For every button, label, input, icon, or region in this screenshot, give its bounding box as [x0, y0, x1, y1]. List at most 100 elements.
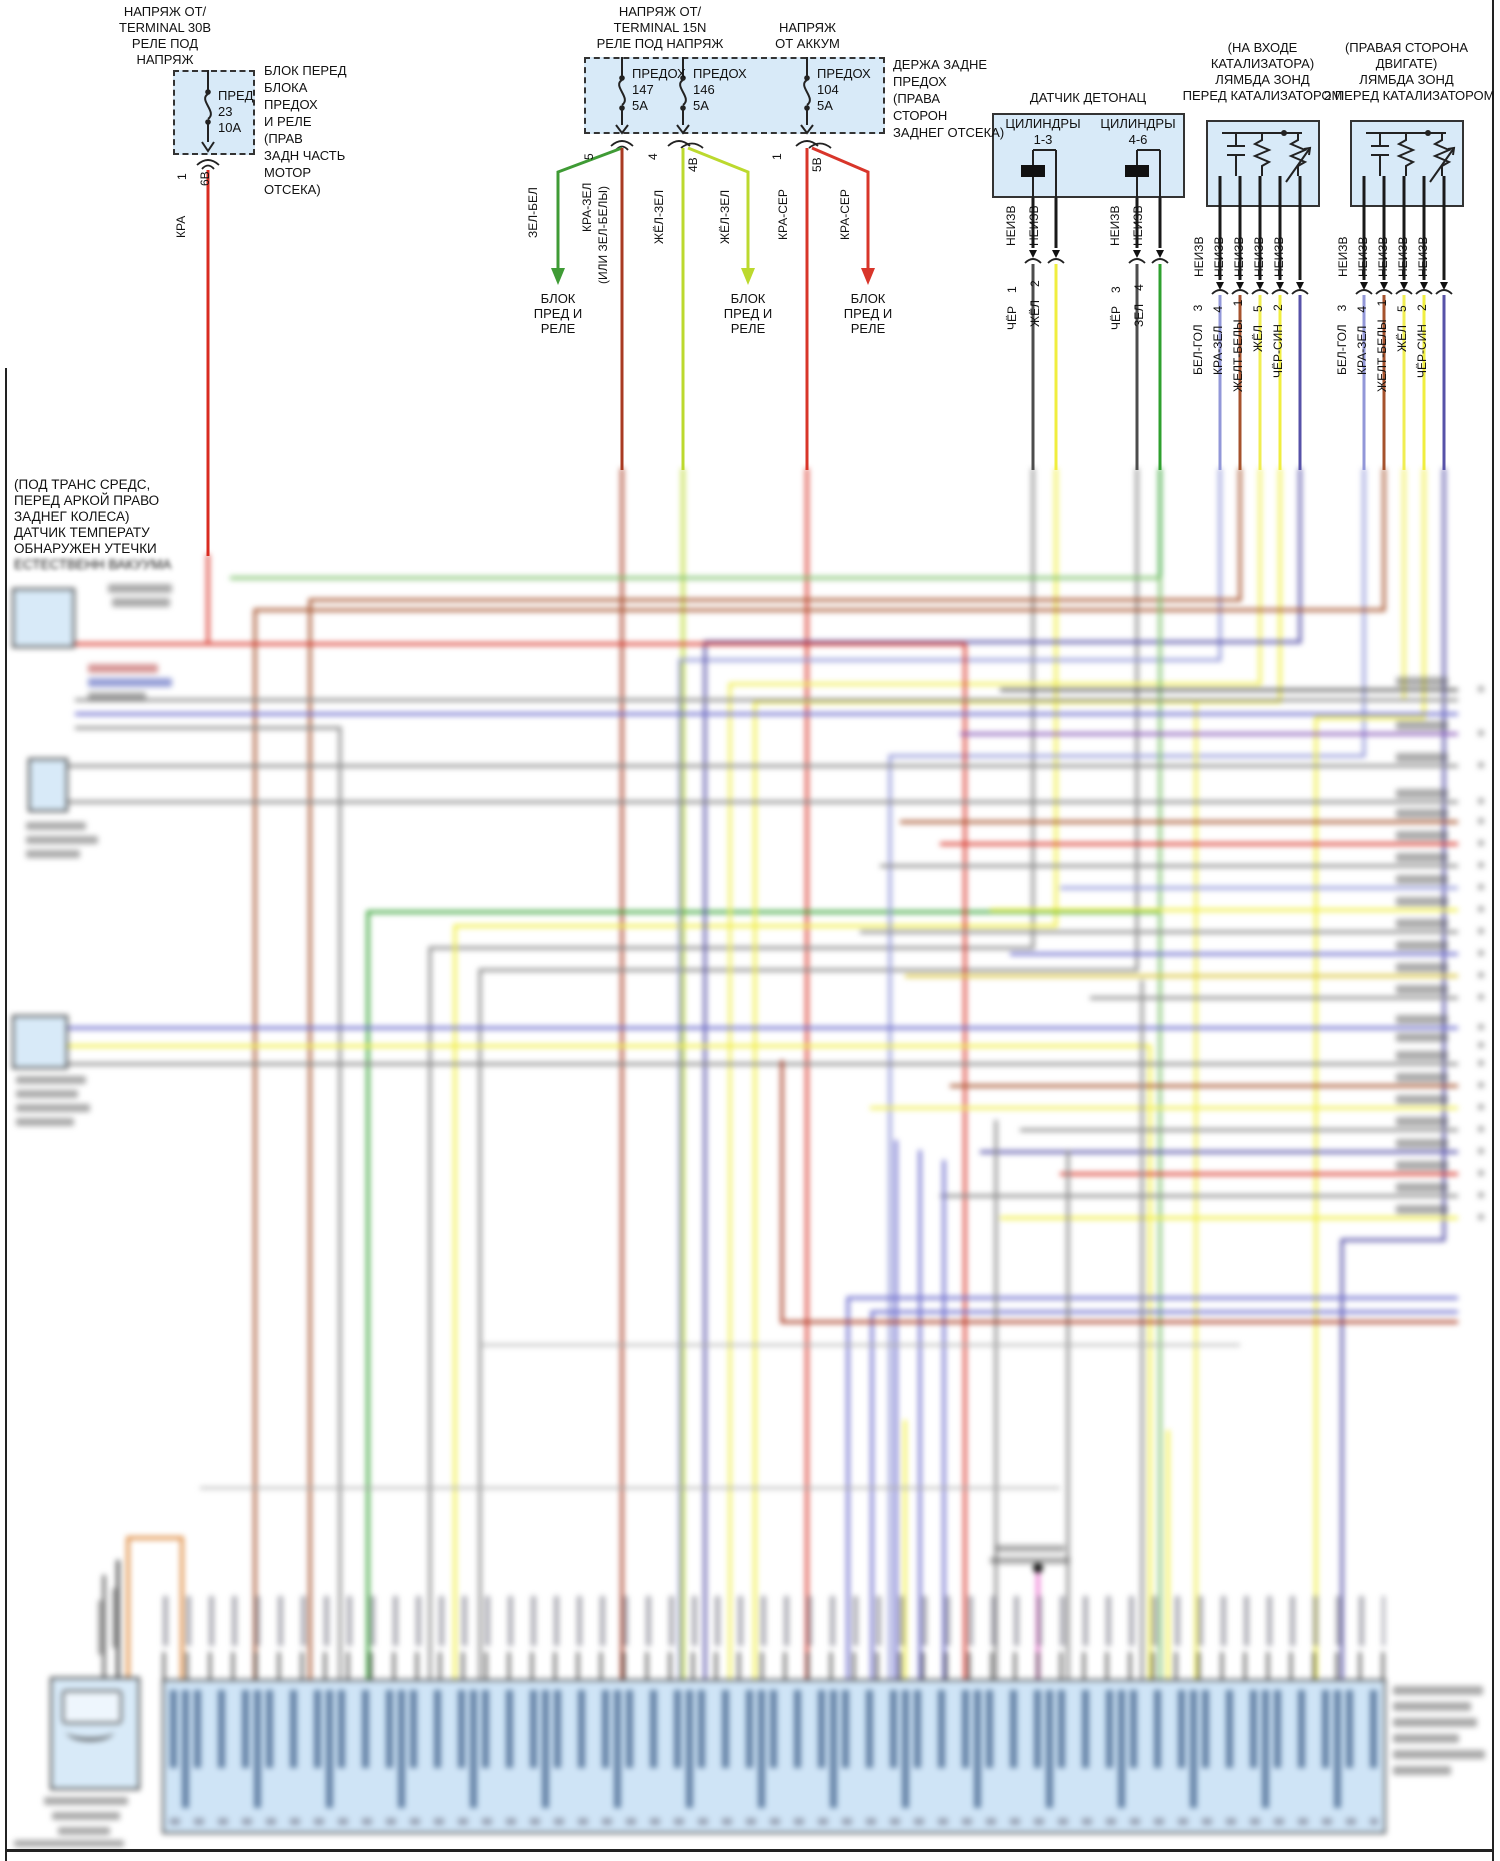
- connector-marks-fuse-holder: [610, 140, 832, 151]
- lambda2-leads: [1362, 176, 1446, 280]
- wire-label-kra: КРА: [174, 215, 188, 238]
- lambda2-pin3-label: БЕЛ-ГОЛ3: [1335, 304, 1349, 375]
- connector-pin-labels-tall: [182, 1690, 1390, 1808]
- page-border-left: [5, 368, 7, 1861]
- wire-label-zhel-zel-branch: ЖЁЛ-ЗЕЛ: [718, 189, 732, 244]
- dest-label-3: БЛОК ПРЕД И РЕЛЕ: [843, 291, 893, 336]
- wire-zel-bel: [556, 146, 623, 268]
- pin-4: 4: [646, 153, 660, 160]
- pin-5: 5: [582, 153, 596, 160]
- lambda2-connectors: [1355, 282, 1453, 295]
- pin-4v: 4В: [686, 157, 700, 172]
- knock-pin3-label: ЧЁР3: [1109, 286, 1123, 330]
- lambda1-connectors: [1211, 282, 1309, 295]
- title-terminal30: НАПРЯЖ ОТ/TERMINAL 30B РЕЛЕ ПОД НАПРЯЖ: [119, 4, 211, 67]
- fuse-holder-location-note: ДЕРЖА ЗАДНЕ ПРЕДОХ (ПРАВА СТОРОН ЗАДНЕГ ОТ…: [893, 57, 1005, 140]
- page-border-bottom: [5, 1849, 1494, 1852]
- knock-lead-label-3: НЕИЗВ: [1108, 205, 1122, 246]
- lambda1-lead-label-3: НЕИЗВ: [1232, 236, 1246, 277]
- fuse30-location-note: БЛОК ПЕРЕД БЛОКА ПРЕДОХ И РЕЛЕ (ПРАВ ЗАДН Ч…: [264, 63, 347, 197]
- lambda1-pin4-label: КРА-ЗЕЛ4: [1211, 305, 1225, 375]
- left-device-box-3: [12, 1015, 68, 1069]
- connector-wire-labels-row: [163, 1596, 1385, 1646]
- pin-5v: 5В: [810, 157, 824, 172]
- pin-1-fuse104: 1: [770, 153, 784, 160]
- lambda1-internal-symbols: [1222, 132, 1312, 183]
- lambda1-pin5-label: ЖЁЛ5: [1251, 305, 1265, 352]
- fuse-holder-rear: [584, 57, 885, 134]
- knock-group1-label: ЦИЛИНДРЫ 1-3: [1005, 116, 1081, 147]
- page-border-right: [1492, 0, 1494, 1861]
- dest-label-2: БЛОК ПРЕД И РЕЛЕ: [723, 291, 773, 336]
- fuse-symbol-147: [615, 57, 629, 135]
- wire-kra-ser-branch: [811, 146, 870, 268]
- knock-pin4-label: ЗЕЛ4: [1132, 284, 1146, 327]
- wiring-svg: [196, 57, 1456, 556]
- fuse-box-terminal30: [173, 70, 255, 155]
- wire-label-kra-ser-main: КРА-СЕР: [776, 189, 790, 240]
- lambda2-pin5-label: ЖЁЛ5: [1395, 305, 1409, 352]
- lambda2-lead-label-5: НЕИЗВ: [1416, 236, 1430, 277]
- lambda2-pin1-label: ЖЕЛТ-БЕЛЫ1: [1375, 299, 1389, 392]
- fuse146-label: ПРЕДОХ 146 5А: [693, 66, 747, 113]
- lambda1-lead-label-4: НЕИЗВ: [1252, 236, 1266, 277]
- connector-ticks-row: [163, 1652, 1385, 1680]
- fuse-symbol-23: [201, 70, 215, 153]
- arrow-zhel-zel: [741, 268, 755, 285]
- lambda2-pin4-label: КРА-ЗЕЛ4: [1355, 305, 1369, 375]
- wire-zhel-zel-branch: [687, 146, 750, 268]
- knock-sensor-symbol-2: [1136, 149, 1161, 198]
- wire-label-kra-zel: КРА-ЗЕЛ: [580, 182, 594, 232]
- knock-lead-label-4: НЕИЗВ: [1131, 205, 1145, 246]
- left-device-box-1: [12, 588, 75, 648]
- knock-lead-label-2: НЕИЗВ: [1027, 205, 1041, 246]
- connector-mark-fuse30: [196, 159, 220, 170]
- lambda2-lead-label-2: НЕИЗВ: [1356, 236, 1370, 277]
- lambda2-pin2-label: ЧЁР-СИН2: [1415, 304, 1429, 378]
- pin-code-6v: 6В: [198, 171, 212, 186]
- wire-label-zel-bel: ЗЕЛ-БЕЛ: [526, 187, 540, 238]
- fuse-symbol-146: [676, 57, 690, 135]
- lambda1-pin1-label: ЖЕЛТ-БЕЛЫ1: [1231, 299, 1245, 392]
- lambda2-title: (ПРАВАЯ СТОРОНА ДВИГАТЕ) ЛЯМБДА ЗОНД 2 ПЕР…: [1324, 40, 1495, 103]
- bottom-left-device-arc: [66, 1722, 114, 1741]
- lambda2-lead-label-4: НЕИЗВ: [1396, 236, 1410, 277]
- knock-connectors: [1024, 250, 1169, 264]
- lambda1-pin2-label: ЧЁР-СИН2: [1271, 304, 1285, 378]
- fuse-symbol-104: [800, 57, 814, 135]
- knock-sensor-symbol-1: [1032, 149, 1057, 198]
- fuse104-label: ПРЕДОХ 104 5А: [817, 66, 871, 113]
- arrow-zel-bel: [551, 268, 565, 285]
- knock-sensor-box: [992, 113, 1185, 198]
- lambda2-lead-label-1: НЕИЗВ: [1336, 236, 1350, 277]
- wire-label-zhel-zel-main: ЖЁЛ-ЗЕЛ: [652, 189, 666, 244]
- bottom-left-device-inner: [62, 1690, 122, 1724]
- lambda1-leads: [1218, 176, 1302, 280]
- knock-lead-label-1: НЕИЗВ: [1004, 205, 1018, 246]
- arrow-kra-ser: [861, 268, 875, 285]
- lambda1-pin3-label: БЕЛ-ГОЛ3: [1191, 304, 1205, 375]
- left-device-box-2: [28, 758, 68, 812]
- pin-1-fuse30: 1: [175, 173, 189, 180]
- title-terminal15n: НАПРЯЖ ОТ/TERMINAL 15N РЕЛЕ ПОД НАПРЯЖ: [596, 4, 724, 51]
- lambda1-lead-label-5: НЕИЗВ: [1272, 236, 1286, 277]
- lambda1-lead-label-1: НЕИЗВ: [1192, 236, 1206, 277]
- lambda1-title: (НА ВХОДЕ КАТАЛИЗАТОРА) ЛЯМБДА ЗОНД ПЕРЕД …: [1182, 40, 1343, 103]
- fuse147-label: ПРЕДОХ 147 5А: [632, 66, 686, 113]
- title-battery: НАПРЯЖ ОТ АККУМ: [775, 20, 840, 51]
- lambda2-internal-symbols: [1366, 132, 1456, 183]
- knock-title: ДАТЧИК ДЕТОНАЦ: [1029, 90, 1147, 105]
- knock-group2-label: ЦИЛИНДРЫ 4-6: [1100, 116, 1176, 147]
- knock-pin2-label: ЖЁЛ2: [1028, 280, 1042, 327]
- wire-label-kra-ser-branch: КРА-СЕР: [838, 189, 852, 240]
- lambda1-lead-label-2: НЕИЗВ: [1212, 236, 1226, 277]
- connector-pin-numbers: [170, 1818, 1378, 1825]
- knock-pin1-label: ЧЁР1: [1005, 286, 1019, 330]
- left-location-note: (ПОД ТРАНС СРЕДС, ПЕРЕД АРКОЙ ПРАВО ЗАДНЕ…: [14, 477, 172, 572]
- fuse23-label: ПРЕД 23 10А: [218, 88, 254, 135]
- wire-label-kra-zel-alt: (ИЛИ ЗЕЛ-БЕЛЫ): [596, 186, 610, 284]
- dest-label-1: БЛОК ПРЕД И РЕЛЕ: [533, 291, 583, 336]
- lambda2-lead-label-3: НЕИЗВ: [1376, 236, 1390, 277]
